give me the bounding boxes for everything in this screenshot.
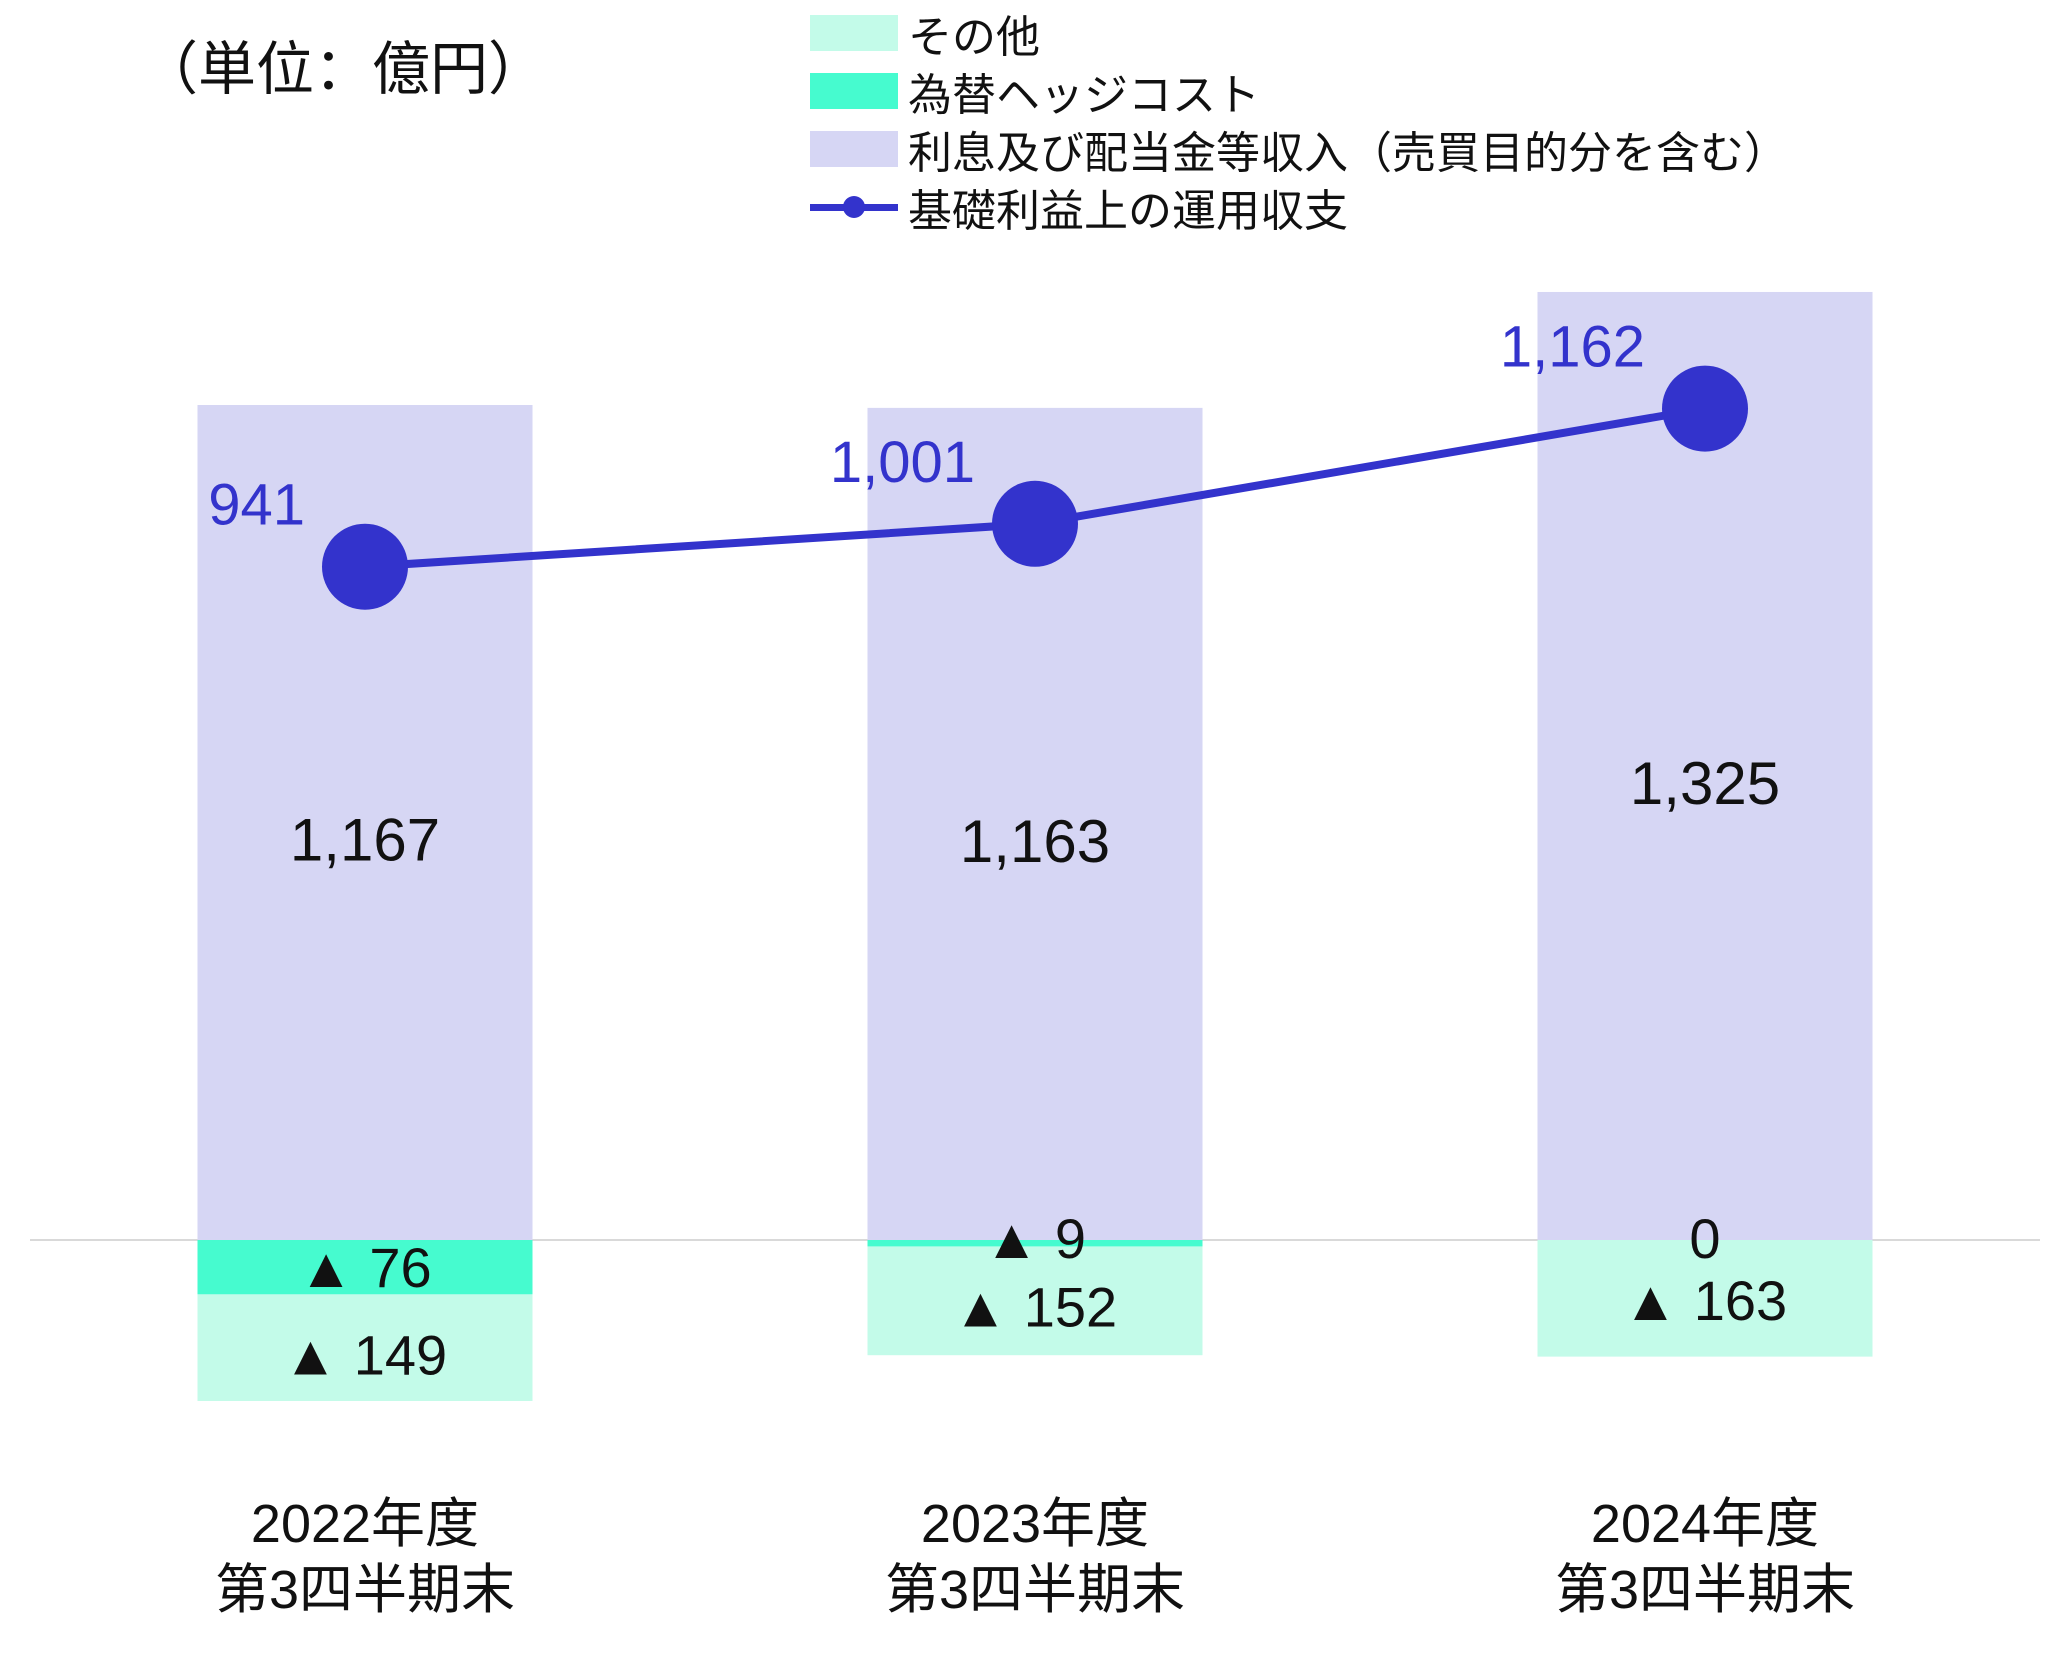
data-label-other: ▲ 149 xyxy=(283,1323,447,1386)
legend: その他 為替ヘッジコスト 利息及び配当金等収入（売買目的分を含む） 基礎利益上の… xyxy=(810,4,1788,237)
legend-label-investment-balance: 基礎利益上の運用収支 xyxy=(908,186,1348,237)
legend-swatch-other xyxy=(810,15,898,51)
bar-hedge-cost xyxy=(197,1240,533,1295)
data-label-interest-dividends: 1,167 xyxy=(290,807,440,874)
x-tick-label-period: 第3四半期末 xyxy=(1555,1560,1855,1620)
data-label-interest-dividends: 1,325 xyxy=(1630,750,1780,817)
data-label-other: ▲ 152 xyxy=(953,1275,1117,1338)
legend-label-hedge-cost: 為替ヘッジコスト xyxy=(908,70,1260,121)
x-tick-label-year: 2024年度 xyxy=(1591,1494,1819,1554)
data-label-hedge-cost: 0 xyxy=(1689,1207,1720,1270)
data-label-investment-balance: 1,162 xyxy=(1500,315,1645,380)
legend-item-hedge-cost: 為替ヘッジコスト xyxy=(810,62,1788,121)
bar-other xyxy=(197,1294,533,1401)
line-point-investment-balance xyxy=(322,523,408,610)
data-label-investment-balance: 1,001 xyxy=(830,430,975,495)
data-label-hedge-cost: ▲ 9 xyxy=(984,1207,1086,1270)
data-label-investment-balance: 941 xyxy=(208,473,305,538)
data-label-interest-dividends: 1,163 xyxy=(960,808,1110,875)
x-tick-label-year: 2022年度 xyxy=(251,1494,479,1554)
legend-swatch-interest-dividends xyxy=(810,131,898,167)
bar-other xyxy=(1537,1240,1873,1357)
legend-swatch-hedge-cost xyxy=(810,73,898,109)
legend-label-other: その他 xyxy=(908,12,1040,63)
legend-item-investment-balance: 基礎利益上の運用収支 xyxy=(810,178,1788,237)
line-point-investment-balance xyxy=(992,480,1078,567)
data-label-hedge-cost: ▲ 76 xyxy=(298,1236,431,1299)
x-tick-label-period: 第3四半期末 xyxy=(885,1560,1185,1620)
bar-hedge-cost xyxy=(867,1240,1203,1247)
data-label-other: ▲ 163 xyxy=(1623,1269,1787,1332)
legend-line-marker xyxy=(810,189,898,225)
x-tick-label-period: 第3四半期末 xyxy=(215,1560,515,1620)
legend-item-interest-dividends: 利息及び配当金等収入（売買目的分を含む） xyxy=(810,120,1788,179)
unit-label: （単位：億円） xyxy=(140,35,547,103)
legend-label-interest-dividends: 利息及び配当金等収入（売買目的分を含む） xyxy=(908,128,1788,179)
legend-item-other: その他 xyxy=(810,4,1788,63)
line-point-investment-balance xyxy=(1662,365,1748,452)
bar-other xyxy=(867,1246,1203,1356)
x-tick-label-year: 2023年度 xyxy=(921,1494,1149,1554)
